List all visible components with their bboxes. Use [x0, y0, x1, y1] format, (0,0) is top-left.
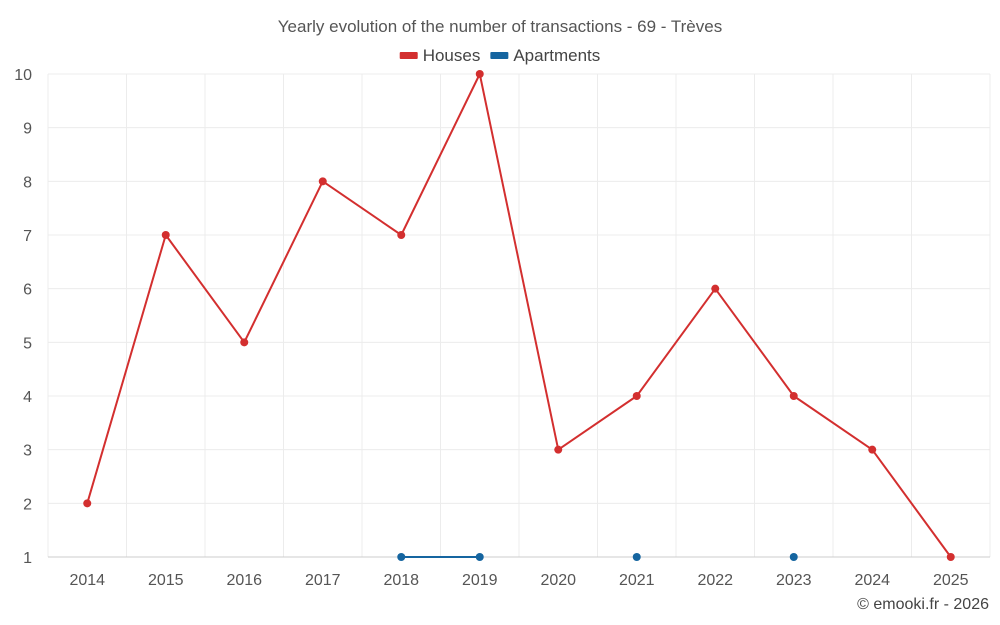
legend-label: Apartments	[513, 46, 600, 65]
houses-data-point[interactable]	[946, 553, 955, 561]
apartments-data-point[interactable]	[632, 553, 641, 561]
x-tick-label: 2017	[305, 572, 341, 589]
houses-data-point[interactable]	[632, 392, 641, 400]
x-axis: 2014 2015 2016 2017 2018 2019 2020 2021 2022 2023…	[69, 572, 968, 589]
y-tick-label: 10	[14, 67, 32, 84]
x-tick-label: 2024	[854, 572, 890, 589]
grid-lines	[47, 73, 991, 558]
y-axis: 1 2 3 4 5 6 7 8 9 10	[14, 67, 32, 567]
y-tick-label: 8	[23, 174, 32, 191]
legend-label: Houses	[423, 46, 481, 65]
houses-data-point[interactable]	[240, 338, 249, 347]
apartments-data-point[interactable]	[397, 553, 406, 561]
apartments-data-point[interactable]	[475, 553, 484, 561]
houses-series-line	[86, 73, 952, 558]
y-tick-label: 3	[23, 443, 32, 460]
x-tick-label: 2023	[776, 572, 812, 589]
houses-data-point[interactable]	[161, 231, 170, 239]
legend[interactable]: Houses Apartments	[399, 46, 601, 65]
legend-swatch	[399, 52, 418, 59]
x-tick-label: 2022	[697, 572, 733, 589]
x-tick-label: 2014	[69, 572, 105, 589]
y-tick-label: 6	[23, 282, 32, 299]
legend-item-apartments[interactable]: Apartments	[490, 46, 600, 65]
x-tick-label: 2018	[383, 572, 419, 589]
houses-data-point[interactable]	[554, 445, 563, 454]
y-tick-label: 1	[23, 550, 32, 567]
houses-data-point[interactable]	[83, 499, 92, 508]
houses-data-point[interactable]	[868, 445, 877, 454]
credit-text: © emooki.fr - 2026	[857, 596, 989, 613]
x-tick-label: 2025	[933, 572, 969, 589]
houses-data-point[interactable]	[789, 392, 798, 400]
y-tick-label: 4	[23, 389, 32, 406]
x-tick-label: 2020	[540, 572, 576, 589]
x-tick-label: 2015	[148, 572, 184, 589]
legend-item-houses[interactable]: Houses	[399, 46, 481, 65]
y-tick-label: 2	[23, 496, 32, 513]
x-tick-label: 2016	[226, 572, 262, 589]
apartments-data-point[interactable]	[789, 553, 798, 561]
houses-data-point[interactable]	[318, 177, 327, 186]
houses-data-point[interactable]	[475, 70, 484, 78]
houses-data-point[interactable]	[711, 284, 720, 293]
legend-swatch	[490, 52, 509, 59]
houses-data-point[interactable]	[397, 231, 406, 239]
x-tick-label: 2019	[462, 572, 498, 589]
x-tick-label: 2021	[619, 572, 655, 589]
y-tick-label: 7	[23, 228, 32, 245]
y-tick-label: 5	[23, 335, 32, 352]
y-tick-label: 9	[23, 121, 32, 138]
chart-title: Yearly evolution of the number of transa…	[278, 17, 722, 36]
series-group	[83, 70, 955, 561]
